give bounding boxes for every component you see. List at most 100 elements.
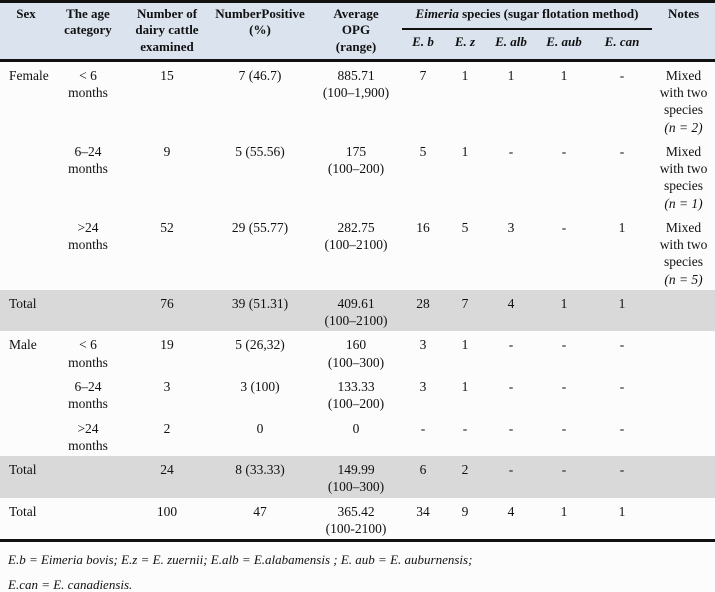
cell-number-positive: 3 (100): [240, 379, 280, 394]
cell-species-ealb: 1: [507, 67, 515, 83]
footnote-line-2: E.can = E. canadiensis.: [8, 576, 133, 592]
header-row-1: Sex The age category Number of dairy cat…: [0, 1, 715, 54]
cell-number-positive: 47: [253, 503, 267, 519]
cell-species-ecan: -: [619, 462, 625, 478]
cell-species-eaub: -: [561, 420, 567, 436]
notes-text: Mixed with two species: [659, 219, 708, 270]
cell-sex: [0, 415, 52, 457]
cell-species-ealb: 4: [507, 503, 515, 519]
cell-species-ealb: 3: [507, 219, 515, 235]
footnote-line-1: E.b = Eimeria bovis; E.z = E. zuernii; E…: [8, 552, 473, 568]
header-species-eaub: E. aub: [546, 34, 582, 50]
cell-species-eaub: 1: [560, 503, 568, 519]
cell-species-ealb: -: [508, 420, 514, 436]
cell-number-examined: 3: [163, 379, 171, 394]
notes-text: Mixed with two species: [659, 67, 708, 118]
cell-species-ealb: -: [508, 379, 514, 394]
cell-average-opg: 149.99 (100–300): [310, 456, 402, 498]
cell-species-ez: 2: [461, 462, 469, 478]
cell-species-ecan: 1: [618, 219, 626, 235]
cell-notes: Mixed with two species (n = 2): [652, 60, 715, 138]
opg-range: (100–300): [327, 354, 385, 370]
opg-value: 160: [345, 337, 367, 353]
opg-range: (100-2100): [325, 520, 387, 536]
cell-species-ez: -: [462, 420, 468, 436]
cell-species-ecan: -: [619, 143, 625, 159]
cell-number-examined: 24: [160, 462, 174, 478]
notes-n-count: (n = 1): [664, 195, 703, 211]
cell-average-opg: 0: [310, 415, 402, 457]
cell-average-opg: 160 (100–300): [310, 331, 402, 373]
cell-notes: [652, 290, 715, 332]
data-row: Male < 6 months 19 5 (26,32) 160 (100–300) 3 1 -…: [0, 331, 715, 373]
opg-value: 409.61: [337, 295, 375, 311]
cell-average-opg: 885.71 (100–1,900): [310, 60, 402, 138]
cell-age-category: >24 months: [68, 420, 108, 453]
total-row: Total 24 8 (33.33) 149.99 (100–300) 6 2 - - -: [0, 456, 715, 498]
header-species-ecan: E. can: [604, 34, 640, 50]
cell-notes: [652, 456, 715, 498]
cell-age-category: < 6 months: [68, 67, 108, 101]
notes-n-count: (n = 5): [664, 271, 703, 287]
cell-species-ez: 1: [461, 337, 469, 353]
cell-age-category: 6–24 months: [68, 143, 108, 177]
table-body: Female < 6 months 15 7 (46.7) 885.71 (100–1,9…: [0, 60, 715, 540]
cell-species-eb: 7: [419, 67, 427, 83]
cell-notes: [652, 331, 715, 373]
cell-species-ez: 5: [461, 219, 469, 235]
cell-number-examined: 19: [160, 337, 174, 353]
prevalence-table: Sex The age category Number of dairy cat…: [0, 0, 715, 543]
cell-average-opg: 175 (100–200): [310, 138, 402, 214]
opg-value: 149.99: [337, 462, 375, 478]
opg-range: (100–2100): [324, 237, 388, 253]
cell-species-ealb: -: [508, 462, 514, 478]
cell-species-eb: 34: [416, 503, 430, 519]
cell-species-eaub: -: [561, 143, 567, 159]
header-number-positive: NumberPositive (%): [215, 6, 305, 38]
cell-number-positive: 0: [256, 420, 264, 436]
cell-species-eaub: -: [561, 379, 567, 394]
header-species-ealb: E. alb: [495, 34, 527, 50]
cell-average-opg: 133.33 (100–200): [310, 373, 402, 415]
header-age-category: The age category: [64, 6, 112, 38]
cell-species-eaub: -: [561, 462, 567, 478]
cell-species-eb: 3: [419, 379, 427, 394]
header-notes: Notes: [667, 6, 700, 21]
notes-text: Mixed with two species: [659, 143, 708, 194]
cell-number-positive: 29 (55.77): [231, 219, 289, 235]
cell-species-eaub: 1: [560, 295, 568, 311]
cell-sex: Male: [9, 337, 37, 353]
cell-species-eaub: -: [561, 337, 567, 353]
cell-species-eb: 28: [416, 295, 430, 311]
cell-species-ez: 1: [461, 67, 469, 83]
cell-number-positive: 5 (55.56): [235, 143, 285, 159]
cell-species-ealb: -: [508, 143, 514, 159]
cell-species-eb: 6: [419, 462, 427, 478]
table-header: Sex The age category Number of dairy cat…: [0, 1, 715, 61]
cell-sex: Total: [9, 462, 37, 478]
data-row: 6–24 months 9 5 (55.56) 175 (100–200) 5 1 - - - Mi…: [0, 138, 715, 214]
cell-age-category: [52, 456, 124, 498]
cell-species-eaub: 1: [560, 67, 568, 83]
cell-number-examined: 2: [163, 420, 171, 436]
cell-species-ecan: -: [619, 379, 625, 394]
header-eimeria-italic: Eimeria: [415, 6, 459, 21]
cell-age-category: 6–24 months: [68, 379, 108, 412]
cell-species-ealb: 4: [507, 295, 515, 311]
cell-number-examined: 76: [160, 295, 174, 311]
header-species-ez: E. z: [454, 34, 476, 50]
cell-species-ez: 1: [461, 379, 469, 394]
header-number-examined: Number of dairy cattle examined: [135, 6, 199, 54]
data-row: 6–24 months 3 3 (100) 133.33 (100–200) 3 1 - - -: [0, 373, 715, 415]
header-average-opg: Average OPG (range): [333, 6, 379, 54]
cell-number-examined: 52: [160, 219, 174, 235]
cell-notes: [652, 373, 715, 415]
cell-average-opg: 282.75 (100–2100): [310, 214, 402, 290]
cell-species-ez: 9: [461, 503, 469, 519]
cell-number-positive: 8 (33.33): [235, 462, 285, 478]
header-species-eb: E. b: [412, 34, 434, 50]
cell-number-examined: 100: [156, 503, 178, 519]
cell-age-category: [52, 290, 124, 332]
cell-sex: [0, 373, 52, 415]
